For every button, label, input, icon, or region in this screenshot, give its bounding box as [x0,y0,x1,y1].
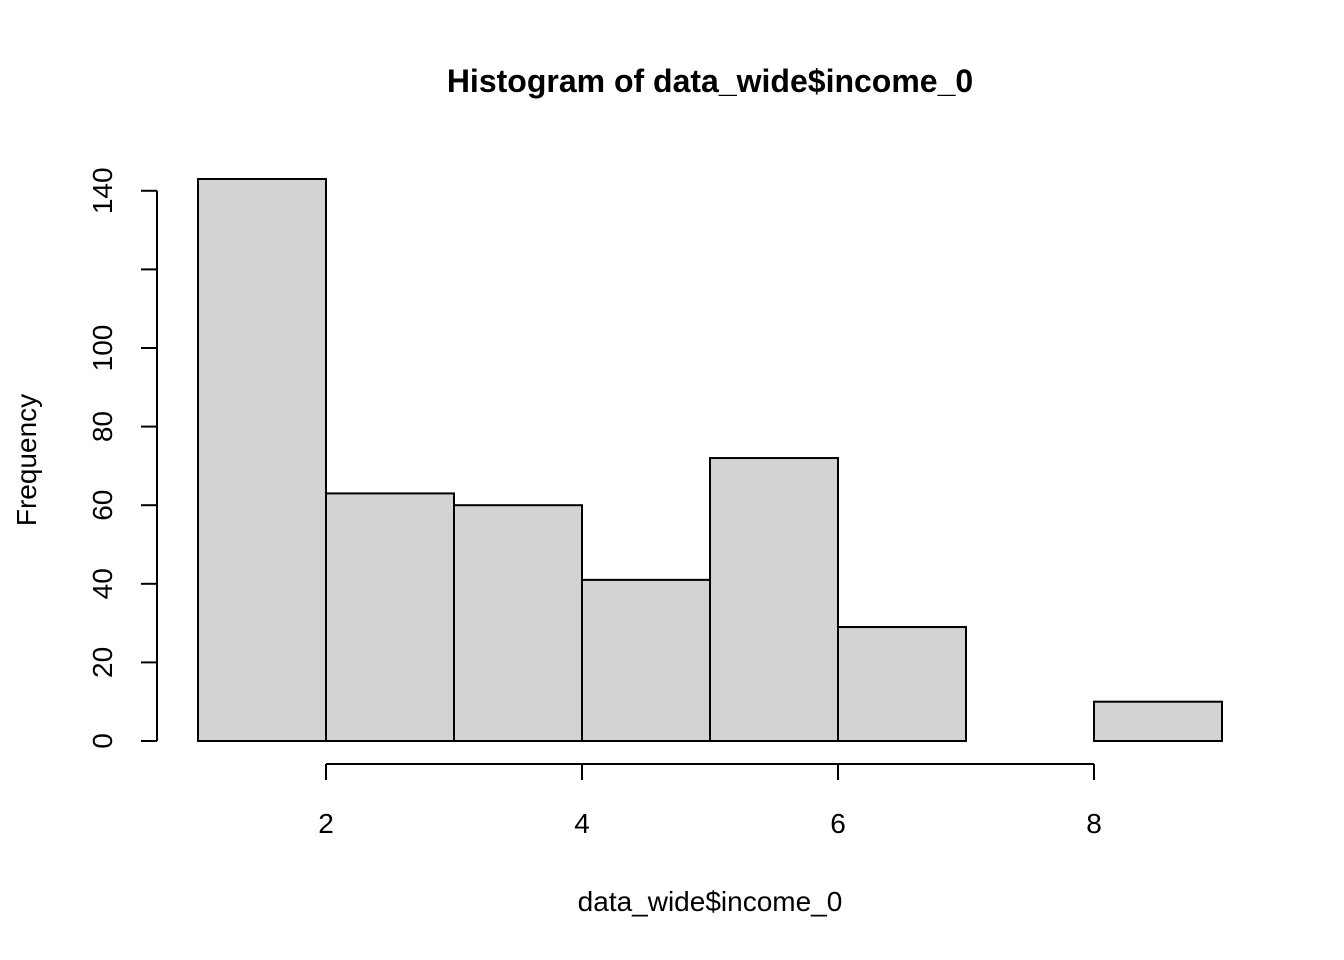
histogram-bar-5 [837,626,967,742]
y-axis-label: Frequency [11,394,42,526]
histogram-bar-7 [1093,700,1223,742]
y-tick-label-80: 80 [87,411,118,442]
x-tick-label-2: 2 [318,808,334,839]
histogram-bar-2 [453,504,583,742]
chart-title: Histogram of data_wide$income_0 [447,63,973,99]
histogram-bar-0 [197,178,327,742]
bars-group [197,178,1223,743]
histogram-bar-4 [709,457,839,742]
y-tick-label-60: 60 [87,490,118,521]
y-axis: 0 20 40 60 80 100 140 [87,167,158,749]
y-tick-label-40: 40 [87,568,118,599]
x-axis: 2 4 6 8 [318,763,1102,839]
y-tick-label-140: 140 [87,167,118,214]
x-tick-label-6: 6 [830,808,846,839]
x-tick-label-8: 8 [1086,808,1102,839]
histogram-bar-1 [325,492,455,743]
y-tick-label-100: 100 [87,325,118,372]
y-tick-label-0: 0 [87,733,118,749]
y-tick-label-20: 20 [87,647,118,678]
x-axis-label: data_wide$income_0 [578,886,843,917]
histogram-bar-3 [581,578,711,742]
x-tick-label-4: 4 [574,808,590,839]
